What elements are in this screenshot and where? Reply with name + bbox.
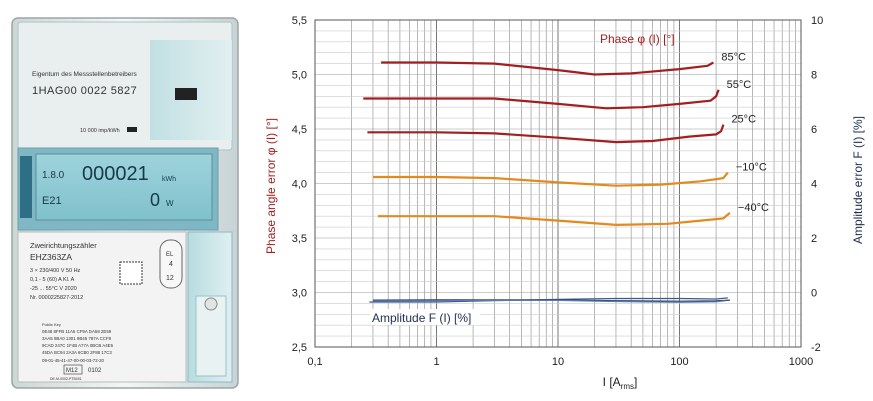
- left-axis-tick-label: 4,0: [292, 179, 307, 191]
- meter-lcd-bottom-left: E21: [42, 195, 62, 207]
- meter-lcd: [35, 153, 213, 221]
- series-label: 85°C: [721, 52, 746, 64]
- series-label: −10°C: [736, 162, 767, 174]
- right-axis-tick-label: 0: [811, 288, 817, 300]
- x-axis-label: I [Arms]: [603, 375, 638, 391]
- meter-spec-line-3: -25 ... 55°C V 2020: [30, 286, 77, 292]
- left-axis-tick-label: 5,0: [292, 70, 307, 82]
- series-line: [381, 61, 714, 76]
- meter-ce-badge: [159, 239, 183, 289]
- right-axis-tick-label: 8: [811, 70, 817, 82]
- meter-key-table-row-2: 3AA5 9BA0 1301 9B45 787A CCF8: [42, 336, 112, 341]
- x-axis-tick-label: 100: [670, 356, 688, 368]
- series-label: 55°C: [727, 79, 752, 91]
- meter-key-table-row-3: 9CAD 247C 1F4B A77A 0BCB A4E5: [42, 343, 114, 348]
- meter-lcd-side-label: [20, 156, 32, 218]
- meter-lcd-main-value: 000021: [82, 163, 149, 185]
- x-axis-tick-label: 1: [433, 356, 439, 368]
- left-axis-tick-label: 2,5: [292, 342, 307, 354]
- x-axis-tick-label: 0,1: [307, 356, 322, 368]
- series-labels: 85°C 55°C 25°C −10°C −40°C: [721, 52, 769, 214]
- x-axis-tick-label: 10: [552, 356, 564, 368]
- series-line: [367, 124, 725, 144]
- series-line: [363, 89, 720, 110]
- meter-serial-number: Nr. 0000225827-2012: [30, 295, 83, 301]
- left-axis-label: Phase angle error φ (I) [°]: [264, 118, 278, 254]
- meter-server-id: 09-01-45-41-47-00-00-03-72-20: [42, 358, 105, 363]
- chart-grid: [315, 20, 801, 347]
- right-axis-label: Amplitude error F (I) [%]: [851, 116, 865, 244]
- meter-type-label: Zweirichtungszähler: [30, 241, 97, 250]
- meter-led-block: [175, 88, 197, 100]
- meter-lcd-power-value: 0: [150, 190, 160, 210]
- series-label: −40°C: [738, 202, 769, 214]
- meter-id: 1HAG00 0022 5827: [32, 85, 137, 97]
- right-axis-tick-label: -2: [811, 342, 821, 354]
- meter-badge-top: EL: [166, 252, 174, 258]
- meter-key-table-row-4: 45DA BC94 2A3A 6CB0 2F88 17C3: [42, 350, 112, 355]
- meter-spec-line-1: 3 × 230/400 V 50 Hz: [30, 268, 81, 274]
- phase-title: Phase φ (I) [°]: [600, 32, 675, 46]
- meter-badge-bottom: 12: [166, 275, 174, 282]
- left-axis-tick-label: 3,5: [292, 233, 307, 245]
- right-axis-tick-label: 2: [811, 233, 817, 245]
- right-axis-tick-label: 10: [811, 15, 823, 27]
- electricity-meter-photo: Eigentum des Messstellenbetreibers 1HAG0…: [11, 17, 239, 389]
- meter-owner-label: Eigentum des Messstellenbetreibers: [32, 71, 138, 78]
- series-line: [372, 299, 730, 302]
- meter-bottom-small: DE-M-0002-PTB001: [50, 377, 82, 381]
- amplitude-title: Amplitude F (I) [%]: [372, 311, 471, 325]
- series-label: 25°C: [731, 114, 756, 126]
- series-line: [369, 297, 728, 303]
- meter-qr-code: [119, 261, 143, 285]
- plot-area-frame: [314, 19, 802, 348]
- amplitude-title-bg: [370, 309, 480, 325]
- series-line: [378, 212, 731, 226]
- right-axis-tick-labels: -2 0 2 4 6 8 10: [811, 15, 823, 354]
- meter-key-table-row-1: 0E48 8FFB 11A5 CF9A DA58 2E59: [42, 329, 112, 334]
- left-axis-tick-label: 4,5: [292, 124, 307, 136]
- meter-spec-line-2: 0,1 - 5 (60) A Kl. A: [30, 277, 75, 283]
- series-line: [373, 171, 729, 187]
- meter-key-table-row-0: Public Key: [42, 322, 61, 327]
- meter-lcd-power-unit: W: [166, 199, 174, 208]
- left-axis-tick-labels: 2,5 3,0 3,5 4,0 4,5 5,0 5,5: [292, 15, 307, 354]
- right-axis-tick-label: 6: [811, 124, 817, 136]
- series-line: [372, 299, 726, 303]
- meter-bottom-code: M12: [66, 368, 78, 374]
- phase-amplitude-error-chart: 2,5 3,0 3,5 4,0 4,5 5,0 5,5 -2 0 2 4 6 8 10 0,1 1 10 10…: [264, 15, 865, 391]
- left-axis-tick-label: 5,5: [292, 15, 307, 27]
- meter-seal-screw: [204, 297, 218, 311]
- meter-lcd-main-unit: kWh: [162, 176, 176, 183]
- x-axis-tick-labels: 0,1 1 10 100 1000: [307, 356, 813, 368]
- meter-impulse-led: [127, 127, 137, 132]
- meter-lcd-top-left: 1.8.0: [42, 170, 65, 181]
- left-axis-tick-label: 3,0: [292, 288, 307, 300]
- meter-badge-mid: 4: [169, 261, 173, 268]
- x-axis-tick-label: 1000: [789, 356, 813, 368]
- right-axis-tick-label: 4: [811, 179, 817, 191]
- meter-model: EHZ363ZA: [30, 252, 72, 262]
- meter-lower-label: [17, 231, 187, 383]
- meter-impulse-rate: 10 000 imp/kWh: [80, 128, 120, 134]
- series-lines: [363, 61, 731, 303]
- meter-bottom-code-box: [63, 364, 83, 375]
- meter-bottom-number: 0102: [88, 368, 102, 374]
